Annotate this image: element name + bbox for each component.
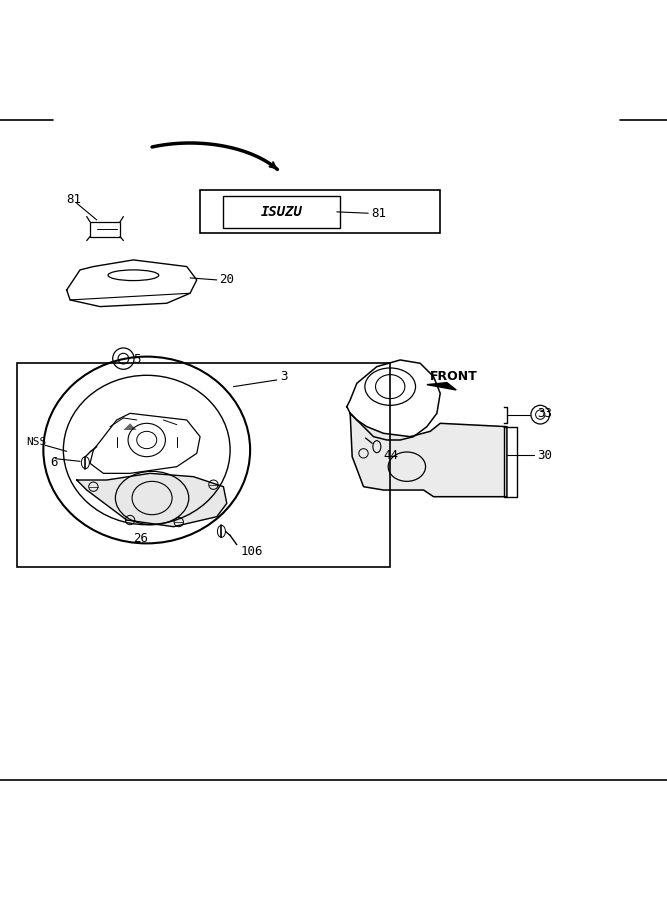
Polygon shape [350, 413, 507, 497]
Text: NSS: NSS [27, 437, 47, 447]
Text: 6: 6 [50, 455, 57, 469]
Polygon shape [77, 473, 227, 526]
Text: 20: 20 [219, 274, 233, 286]
Bar [223, 196, 340, 228]
Bar [200, 190, 440, 233]
Text: 26: 26 [133, 532, 148, 544]
Polygon shape [123, 423, 137, 430]
Polygon shape [427, 382, 456, 390]
Text: 81: 81 [371, 207, 386, 220]
Text: 3: 3 [280, 370, 287, 383]
Text: 30: 30 [537, 449, 552, 462]
Bar [17, 364, 390, 567]
Text: FRONT: FRONT [430, 370, 478, 383]
Text: 33: 33 [537, 407, 552, 419]
Text: 106: 106 [240, 544, 263, 558]
Text: 44: 44 [384, 449, 398, 462]
Text: 81: 81 [67, 194, 81, 206]
Bar [90, 222, 120, 237]
Text: 5: 5 [133, 354, 141, 366]
Text: ISUZU: ISUZU [261, 205, 303, 219]
